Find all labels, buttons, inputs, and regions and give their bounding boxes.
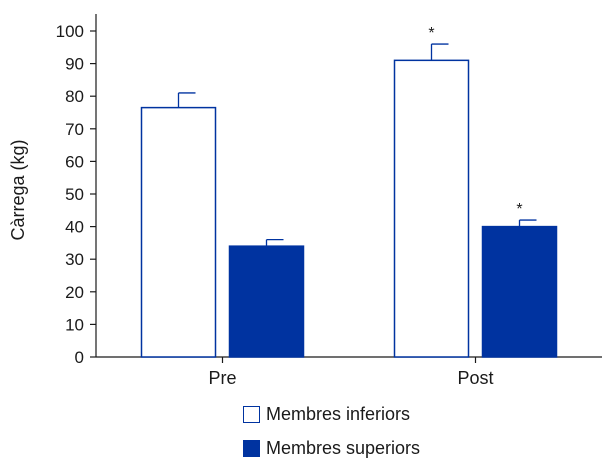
bar-membres-inferiors: [393, 59, 470, 358]
y-axis: 0 10 20 30 40 50 60 70 80 90 100: [56, 14, 97, 367]
y-tick-label: 20: [65, 283, 84, 302]
bar-membres-superiors: [481, 225, 558, 358]
y-tick-label: 70: [65, 120, 84, 139]
legend: Membres inferiors Membres superiors: [243, 403, 420, 471]
y-tick-label: 60: [65, 152, 84, 171]
y-tick-label: 80: [65, 87, 84, 106]
y-axis-label: Càrrega (kg): [8, 139, 28, 240]
x-tick-label: Pre: [208, 368, 236, 388]
x-tick-label: Post: [457, 368, 493, 388]
legend-label-membres-superiors: Membres superiors: [266, 437, 421, 458]
legend-item-membres-inferiors: Membres inferiors: [243, 403, 420, 425]
y-tick-label: 90: [65, 55, 84, 74]
y-tick-label: 0: [75, 348, 84, 367]
y-tick-label: 10: [65, 315, 84, 334]
legend-swatch-membres-superiors: [243, 439, 260, 457]
y-tick-label: 40: [65, 218, 84, 237]
y-tick-label: 50: [65, 185, 84, 204]
legend-swatch-membres-inferiors: [243, 405, 260, 423]
bars: **: [140, 25, 558, 358]
legend-label-membres-inferiors: Membres inferiors: [266, 403, 411, 424]
y-tick-label: 30: [65, 250, 84, 269]
bar-membres-superiors: [228, 245, 305, 358]
significance-marker: *: [428, 25, 434, 42]
significance-marker: *: [516, 201, 522, 218]
bar-membres-inferiors: [140, 106, 217, 358]
legend-item-membres-superiors: Membres superiors: [243, 437, 420, 459]
x-axis: Pre Post: [96, 356, 602, 388]
y-tick-label: 100: [56, 22, 84, 41]
